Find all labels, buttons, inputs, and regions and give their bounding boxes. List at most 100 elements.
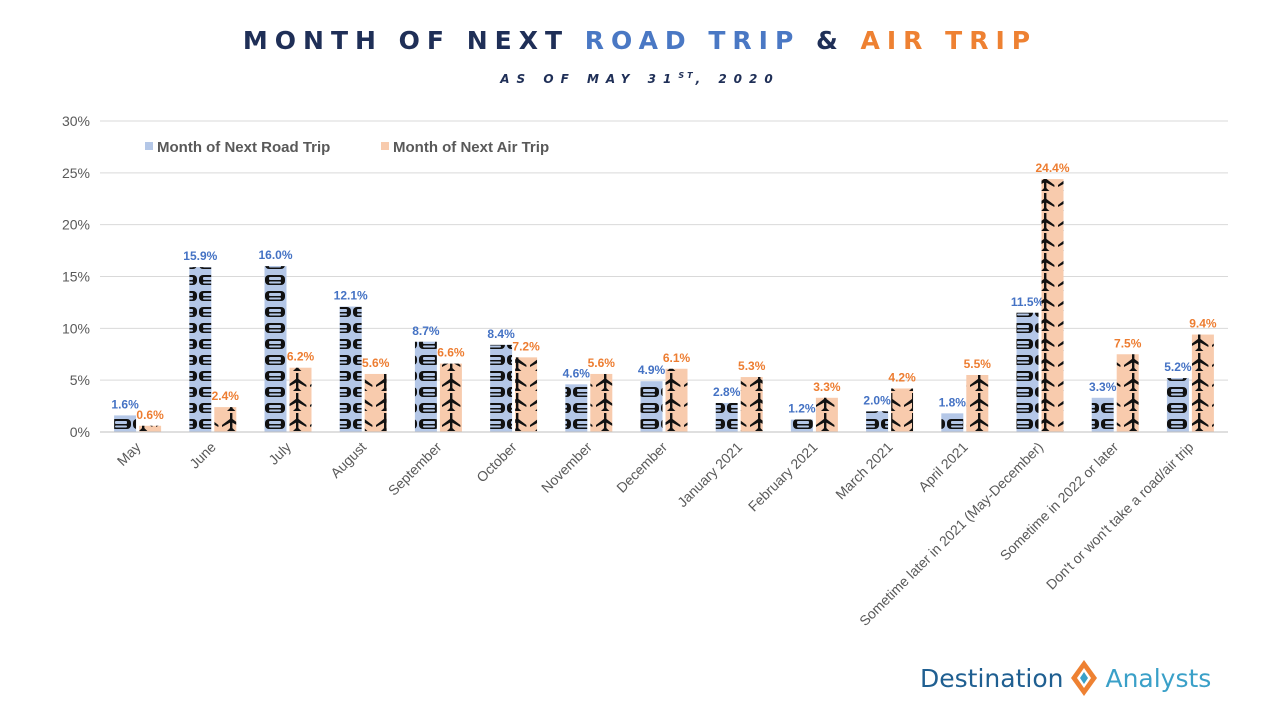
road-trip-bar <box>715 402 738 432</box>
x-tick-label: September <box>385 439 445 499</box>
data-label: 6.1% <box>663 351 691 365</box>
logo-diamond-icon <box>1071 660 1098 696</box>
air-trip-bar <box>740 377 763 432</box>
y-tick-label: 20% <box>62 217 90 233</box>
x-tick-label: May <box>114 439 144 469</box>
data-label: 8.7% <box>412 324 440 338</box>
legend-swatch <box>381 142 389 150</box>
data-label: 7.2% <box>512 339 540 353</box>
data-label: 6.2% <box>287 350 315 364</box>
legend-swatch <box>145 142 153 150</box>
road-trip-bar <box>189 267 212 432</box>
title-part-road-trip: ROAD TRIP <box>584 26 801 55</box>
chart-title: MONTH OF NEXT ROAD TRIP & AIR TRIP <box>0 26 1280 55</box>
title-part-air-trip: AIR TRIP <box>860 26 1038 55</box>
data-label: 9.4% <box>1189 317 1217 331</box>
y-tick-label: 0% <box>70 424 90 440</box>
car-icon-stack <box>1091 397 1114 432</box>
y-tick-label: 15% <box>62 269 90 285</box>
car-icon-stack <box>264 266 287 432</box>
road-trip-bar <box>565 384 588 432</box>
car-icon-stack <box>565 384 588 432</box>
x-tick-label: December <box>613 439 670 496</box>
subtitle-superscript: ST <box>678 71 696 80</box>
air-trip-bar <box>139 425 162 432</box>
car-icon-stack <box>715 402 738 432</box>
car-icon-stack <box>114 415 137 432</box>
x-tick-label: June <box>186 439 219 472</box>
legend-label: Month of Next Road Trip <box>157 139 330 156</box>
data-label: 5.3% <box>738 359 766 373</box>
road-trip-bar <box>490 344 513 432</box>
chart-subtitle: AS OF MAY 31ST, 2020 <box>0 71 1280 86</box>
air-trip-bar <box>1041 179 1064 432</box>
data-label: 5.2% <box>1164 360 1192 374</box>
y-tick-label: 25% <box>62 165 90 181</box>
logo-text-analysts: Analysts <box>1105 663 1212 693</box>
x-tick-label: April 2021 <box>915 439 971 495</box>
y-tick-label: 5% <box>70 372 90 388</box>
airplane-icon-stack <box>139 425 162 432</box>
road-trip-bar <box>414 341 437 432</box>
airplane-icon-stack <box>439 363 462 432</box>
data-label: 7.5% <box>1114 336 1142 350</box>
road-trip-bar <box>114 415 137 432</box>
logo-text-destination: Destination <box>920 663 1064 693</box>
data-label: 16.0% <box>258 248 292 262</box>
data-label: 1.6% <box>111 397 139 411</box>
car-icon-stack <box>339 306 362 432</box>
road-trip-bar <box>1091 397 1114 432</box>
car-icon-stack <box>1166 378 1189 432</box>
data-label: 4.2% <box>888 370 916 384</box>
road-trip-bar <box>264 266 287 432</box>
air-trip-bar <box>1191 334 1214 432</box>
car-icon-stack <box>189 267 212 432</box>
air-trip-bar <box>966 374 989 432</box>
x-tick-label: October <box>473 439 520 486</box>
data-label: 3.3% <box>813 380 841 394</box>
x-tick-label: July <box>265 439 294 468</box>
airplane-icon-stack <box>1116 354 1139 432</box>
data-label: 11.5% <box>1011 295 1045 309</box>
air-trip-bar <box>590 373 613 432</box>
air-trip-bar <box>214 407 237 432</box>
airplane-icon-stack <box>515 357 538 432</box>
car-icon-stack <box>866 411 889 432</box>
car-icon-stack <box>941 413 964 432</box>
y-tick-label: 30% <box>62 113 90 129</box>
airplane-icon-stack <box>1041 179 1064 432</box>
air-trip-bar <box>665 368 688 432</box>
airplane-icon-stack <box>815 397 838 432</box>
air-trip-bar <box>891 388 914 432</box>
data-label: 15.9% <box>183 249 217 263</box>
road-trip-bar <box>640 381 663 432</box>
airplane-icon-stack <box>289 367 312 432</box>
legend-label: Month of Next Air Trip <box>393 139 549 156</box>
title-part-ampersand: & <box>800 26 861 55</box>
car-icon-stack <box>490 344 513 432</box>
data-label: 1.8% <box>939 395 967 409</box>
subtitle-main: AS OF MAY 31 <box>500 72 679 86</box>
airplane-icon-stack <box>590 373 613 432</box>
data-label: 1.2% <box>788 402 816 416</box>
road-trip-bar <box>866 411 889 432</box>
subtitle-end: , 2020 <box>695 72 780 86</box>
data-label: 2.8% <box>713 385 741 399</box>
car-icon-stack <box>1016 312 1039 432</box>
car-icon-stack <box>790 419 813 432</box>
data-label: 4.9% <box>638 363 666 377</box>
data-label: 8.4% <box>487 327 515 341</box>
data-label: 4.6% <box>563 366 591 380</box>
air-trip-bar <box>815 397 838 432</box>
road-trip-bar <box>941 413 964 432</box>
x-tick-label: August <box>327 439 369 481</box>
data-label: 5.5% <box>964 357 992 371</box>
x-tick-label: November <box>538 439 595 496</box>
car-icon-stack <box>414 341 437 432</box>
data-label: 2.4% <box>212 389 240 403</box>
logo: Destination Analysts <box>920 658 1211 698</box>
airplane-icon-stack <box>665 368 688 432</box>
data-label: 6.6% <box>437 346 465 360</box>
airplane-icon-stack <box>740 377 763 432</box>
road-trip-bar <box>339 306 362 432</box>
